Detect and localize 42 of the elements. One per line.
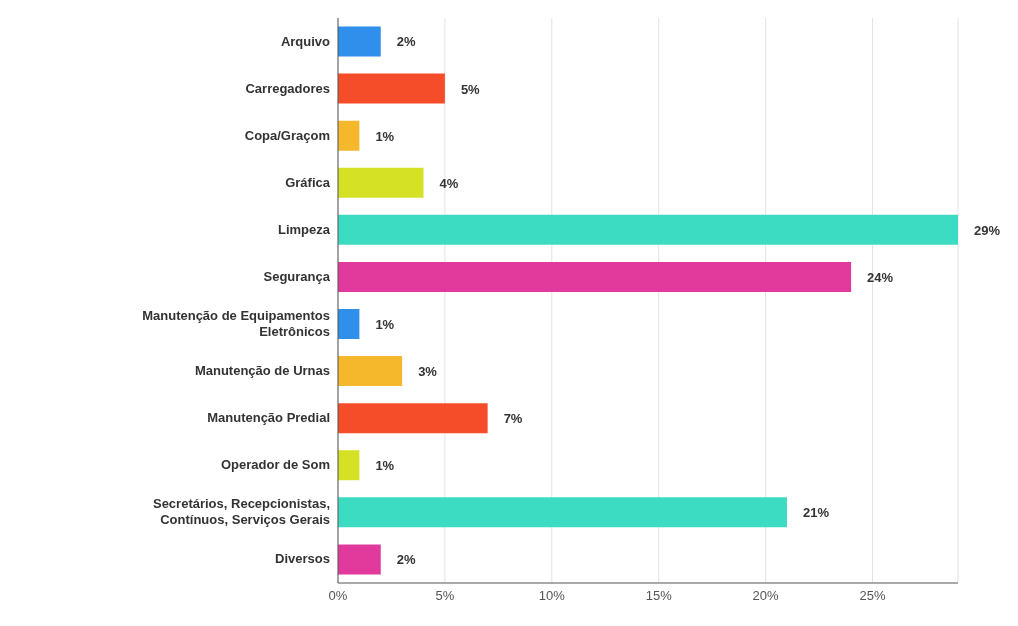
bar: [338, 261, 852, 292]
x-tick-label: 20%: [752, 588, 780, 604]
data-label: 2%: [396, 552, 416, 568]
y-tick-label: Gráfica: [285, 174, 331, 190]
data-label: 2%: [396, 34, 416, 50]
x-tick-label: 5%: [435, 588, 455, 604]
y-tick-label: Manutenção de Equipamentos Eletrônicos: [142, 308, 330, 340]
data-label: 7%: [503, 411, 523, 427]
x-tick-label: 25%: [859, 588, 886, 604]
data-label: 1%: [375, 458, 395, 474]
data-label: 29%: [974, 222, 1001, 238]
y-tick-label: Segurança: [263, 268, 331, 284]
y-tick-label: Manutenção de Urnas: [194, 363, 330, 379]
data-label: 24%: [867, 269, 894, 285]
bar: [338, 120, 360, 151]
y-tick-label: Carregadores: [245, 80, 330, 96]
bar: [338, 167, 424, 198]
data-label: 21%: [802, 505, 830, 521]
bar: [338, 450, 360, 481]
bar: [338, 214, 958, 245]
data-label: 5%: [460, 81, 481, 97]
y-tick-label: Diversos: [275, 551, 330, 567]
data-label: 1%: [375, 128, 395, 144]
data-label: 4%: [439, 175, 459, 191]
bar: [338, 356, 403, 387]
y-tick-label: Arquivo: [280, 33, 331, 49]
x-tick-label: 10%: [538, 588, 566, 604]
x-tick-label: 0%: [328, 588, 348, 604]
y-tick-label: Copa/Graçom: [244, 127, 330, 143]
bar: [338, 544, 381, 575]
y-tick-label: Limpeza: [277, 221, 331, 237]
y-tick-label: Manutenção Predial: [207, 410, 330, 426]
bar: [338, 497, 787, 528]
y-tick-label: Secretários, Recepcionistas, Contínuos, Serviços Gerais: [152, 496, 330, 528]
data-label: 1%: [375, 316, 395, 332]
bar: [338, 308, 360, 339]
x-tick-label: 15%: [645, 588, 673, 604]
bar: [338, 26, 381, 57]
y-tick-label: Operador de Som: [220, 457, 330, 473]
data-label: 3%: [418, 364, 438, 380]
bar: [338, 403, 488, 434]
bar: [338, 73, 445, 104]
